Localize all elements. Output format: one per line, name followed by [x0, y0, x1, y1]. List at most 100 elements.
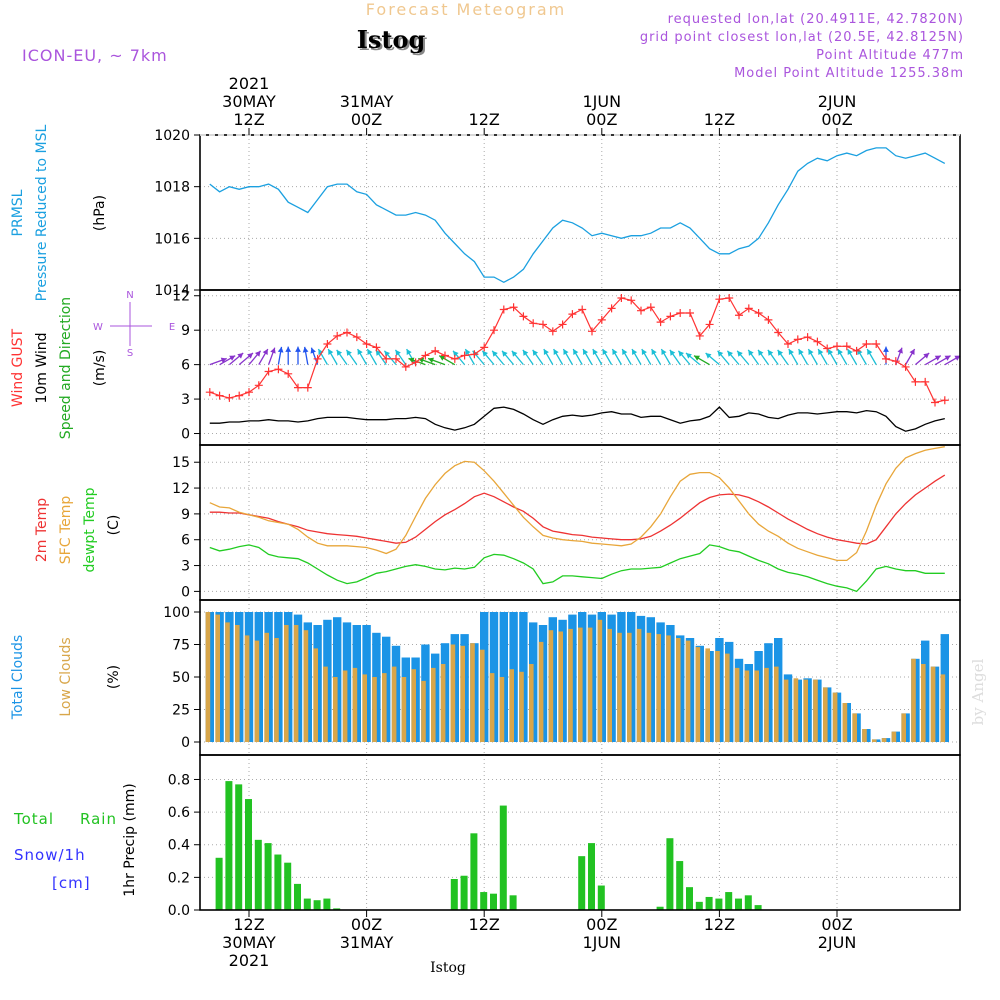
low-cloud-bar — [842, 703, 848, 742]
wind-arrow-head — [828, 349, 834, 356]
wind-direction-arrow — [464, 348, 475, 365]
wind-arrow-head — [686, 353, 692, 359]
gust-marker — [784, 339, 792, 348]
precip-cm-label: [cm] — [52, 874, 91, 892]
low-cloud-bar — [617, 632, 622, 742]
wind-direction-arrow — [258, 348, 269, 365]
pressure-unit: (hPa) — [92, 195, 108, 231]
wind-direction-arrow — [501, 350, 515, 366]
gust-marker — [833, 342, 841, 351]
low-cloud-bar — [235, 625, 240, 742]
gust-marker — [676, 308, 685, 317]
wind-direction-arrow — [532, 349, 544, 366]
wind-direction-arrow — [345, 349, 358, 366]
wind-arrow-head — [395, 349, 401, 356]
wind-direction-arrow — [543, 348, 554, 365]
low-cloud-bar — [764, 667, 769, 742]
wind-arrow-head — [318, 349, 324, 356]
gust-marker — [558, 320, 567, 329]
bottom-time-label: 30MAY — [222, 933, 276, 952]
rain-bar — [333, 908, 341, 910]
gust-marker — [431, 346, 440, 355]
rain-bar — [656, 906, 664, 910]
low-cloud-bar — [587, 627, 593, 742]
wind-ytick-label: 3 — [181, 392, 190, 408]
wind-direction-arrow — [491, 350, 505, 366]
wind-arrow-head — [270, 347, 276, 354]
gust-marker — [372, 343, 381, 352]
low-cloud-bar — [450, 644, 456, 742]
low-cloud-bar — [293, 625, 299, 742]
rain-bar — [754, 905, 762, 910]
wind-direction-arrow — [669, 349, 681, 366]
wind-arrow-head — [357, 349, 363, 356]
wind-direction-arrow — [375, 349, 387, 366]
wind-arrow-head — [923, 353, 930, 359]
wind-arrow-head — [502, 350, 508, 357]
rain-bar — [284, 862, 292, 910]
rain-bar — [666, 838, 674, 910]
low-cloud-bar — [284, 625, 289, 742]
wind-arrow-head — [439, 355, 446, 361]
gust-marker — [911, 377, 920, 386]
wind-direction-arrow — [677, 350, 691, 366]
wind-direction-arrow — [726, 350, 740, 366]
precip-ytick-label: 0.6 — [168, 805, 190, 821]
wind-arrow-head — [847, 349, 853, 356]
rain-bar — [715, 898, 723, 910]
wind-arrow-head — [262, 349, 268, 356]
wind-direction-arrow — [621, 348, 632, 365]
low-cloud-bar — [793, 678, 799, 742]
gust-marker — [313, 354, 322, 363]
wind-arrow-head — [465, 349, 471, 356]
clouds-ytick-label: 50 — [172, 670, 190, 686]
pressure-label-full: Pressure Reduced to MSL — [34, 124, 50, 301]
temp-sfc-line — [209, 446, 945, 562]
wind-direction-arrow — [631, 348, 642, 365]
low-cloud-bar — [333, 677, 338, 742]
wind-direction-arrow — [228, 352, 244, 366]
wind-direction-arrow — [611, 348, 622, 365]
wind-arrow-head — [583, 349, 589, 356]
wind-direction-arrow — [394, 349, 407, 366]
gust-marker — [774, 328, 783, 337]
low-cloud-bar — [244, 635, 250, 742]
low-cloud-bar — [274, 638, 279, 742]
low-cloud-bar — [362, 674, 367, 742]
wind-arrow-head — [543, 349, 549, 356]
temp-ytick-label: 15 — [172, 455, 190, 471]
station-title-front: Istog — [357, 25, 426, 54]
wind-arrow-head — [220, 357, 227, 363]
rain-bar — [215, 857, 223, 910]
gust-marker — [460, 351, 469, 360]
low-cloud-bar — [656, 634, 661, 742]
low-cloud-bar — [705, 648, 710, 742]
low-cloud-bar — [627, 632, 632, 742]
wind-direction-arrow — [427, 357, 446, 366]
low-cloud-bar — [254, 640, 260, 742]
top-time-label: 00Z — [351, 110, 382, 129]
wind-arrow-head — [592, 349, 598, 356]
low-cloud-bar — [676, 638, 681, 742]
rain-bar — [578, 856, 586, 910]
wind-arrow-head — [336, 349, 343, 356]
precip-rain-label: Rain — [80, 810, 117, 828]
temp-ytick-label: 12 — [172, 481, 190, 497]
gust-marker — [215, 391, 224, 400]
wind-arrow-head — [237, 353, 244, 359]
compass-s: S — [127, 348, 133, 359]
gust-marker — [921, 377, 930, 386]
wind-direction-arrow — [747, 349, 760, 366]
rain-bar — [735, 898, 742, 910]
low-cloud-bar — [391, 666, 397, 742]
bottom-time-label: 31MAY — [340, 933, 394, 952]
gust-marker — [490, 326, 498, 335]
gust-marker — [803, 333, 812, 342]
gust-marker — [411, 358, 420, 367]
rain-bar — [588, 843, 595, 910]
wind-arrow-head — [661, 349, 667, 356]
watermark: by Angel — [969, 658, 987, 725]
compass-n: N — [126, 290, 133, 301]
low-cloud-bar — [538, 641, 544, 742]
